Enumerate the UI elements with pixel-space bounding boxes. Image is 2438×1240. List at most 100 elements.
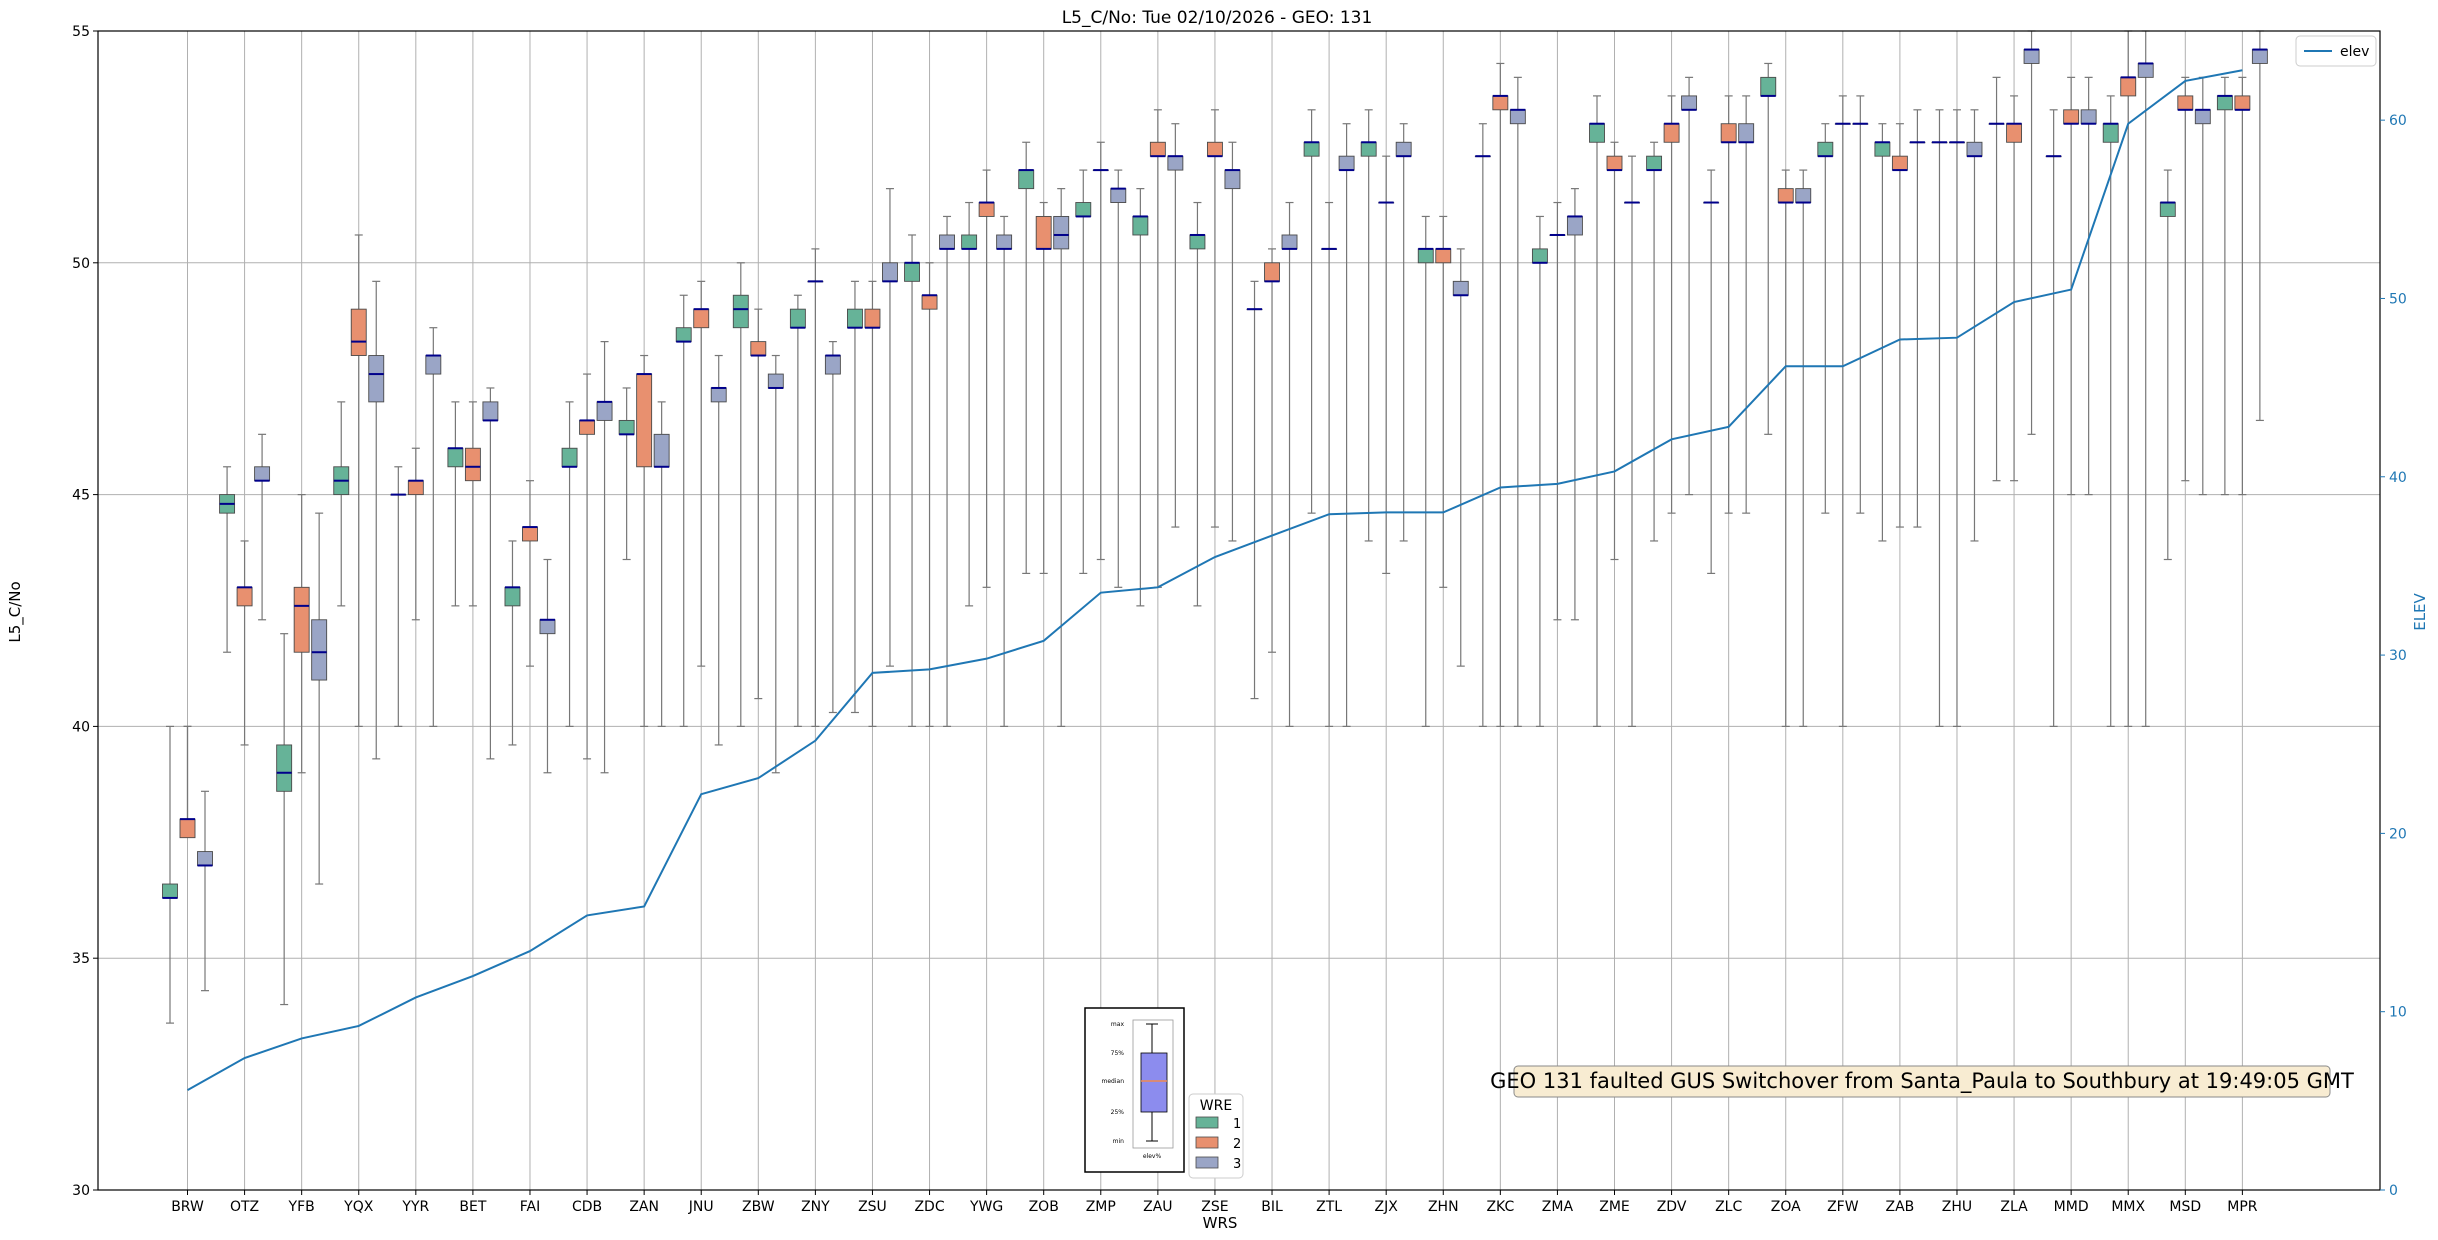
x-tick-label: ZNY (801, 1199, 830, 1215)
box-iqr (2194, 109, 2211, 125)
annotation: GEO 131 faulted GUS Switchover from Sant… (1490, 1065, 2354, 1098)
box-ZSU-wre2 (864, 280, 881, 728)
y2-tick-label: 30 (2389, 648, 2407, 664)
y2-tick-label: 60 (2389, 113, 2407, 129)
box-ZAU-wre1 (1132, 188, 1149, 607)
box-iqr (1149, 141, 1166, 157)
x-tick-label: ZJX (1375, 1199, 1399, 1215)
box-MMD-wre2 (2063, 76, 2080, 496)
elev-series (187, 69, 2243, 1092)
annotation-text: GEO 131 faulted GUS Switchover from Sant… (1490, 1069, 2354, 1094)
x-tick-label: ZOA (1771, 1199, 1801, 1215)
box-YYR-wre1 (390, 466, 407, 728)
box-ZKC-wre2 (1492, 62, 1509, 728)
wre-legend-swatch (1195, 1136, 1219, 1149)
box-ZMA-wre3 (1566, 188, 1583, 621)
box-iqr (1338, 155, 1355, 171)
box-BET-wre1 (447, 401, 464, 607)
box-ZDC-wre2 (921, 262, 938, 728)
box-iqr (2251, 49, 2268, 64)
box-MPR-wre3 (2251, 30, 2268, 422)
box-ZAN-wre1 (618, 387, 635, 561)
box-BIL-wre3 (1281, 201, 1298, 728)
x-tick-label: MMD (2054, 1199, 2089, 1215)
x-tick-label: YFB (288, 1199, 315, 1215)
y-tick-label: 40 (72, 719, 90, 735)
wre-legend: WRE 1 2 3 (1188, 1093, 1244, 1179)
box-YQX-wre1 (333, 401, 350, 607)
box-iqr (2080, 109, 2097, 125)
box-iqr (1817, 141, 1834, 157)
x-tick-label: YQX (343, 1199, 374, 1215)
box-ZNY-wre3 (824, 341, 841, 714)
box-iqr (882, 262, 898, 282)
box-ZHU-wre3 (1966, 109, 1983, 542)
box-MMD-wre1 (2045, 109, 2062, 728)
box-iqr (276, 744, 293, 792)
x-tick-label: ZBW (742, 1199, 775, 1215)
box-ZOB-wre1 (1018, 141, 1035, 575)
y2-tick-label: 40 (2389, 470, 2407, 486)
box-ZHU-wre2 (1949, 109, 1965, 728)
box-iqr (539, 619, 556, 635)
box-iqr (1760, 76, 1777, 97)
box-ZME-wre1 (1589, 95, 1605, 728)
box-CDB-wre3 (596, 341, 613, 774)
box-MSD-wre1 (2159, 169, 2176, 561)
box-ZNY-wre1 (789, 294, 806, 728)
x-tick-label: MPR (2227, 1199, 2258, 1215)
box-iqr (596, 401, 613, 421)
x-tick-label: FAI (520, 1199, 540, 1215)
x-tick-label: CDB (572, 1199, 602, 1215)
box-ZOA-wre1 (1760, 62, 1777, 435)
inset-label: max (1111, 1021, 1125, 1028)
box-ZME-wre3 (1624, 155, 1640, 728)
box-JNU-wre1 (675, 294, 692, 728)
y-axis-label: L5_C/No (6, 581, 25, 642)
box-iqr (236, 586, 253, 607)
box-FAI-wre1 (504, 540, 521, 746)
box-ZFW-wre1 (1817, 123, 1834, 514)
box-iqr (1281, 234, 1298, 250)
box-YWG-wre1 (961, 201, 978, 607)
box-iqr (1075, 202, 1092, 217)
box-CDB-wre1 (561, 401, 578, 728)
y2-tick-label: 10 (2389, 1005, 2407, 1021)
box-BET-wre3 (482, 387, 499, 760)
box-BIL-wre2 (1264, 248, 1280, 653)
wre-legend-swatch (1195, 1116, 1219, 1129)
x-tick-label: ZAU (1143, 1199, 1172, 1215)
box-BRW-wre1 (162, 725, 178, 1024)
box-iqr (1224, 169, 1241, 190)
box-iqr (1606, 155, 1623, 171)
box-ZLA-wre2 (2006, 95, 2023, 482)
box-JNU-wre3 (710, 354, 727, 746)
box-iqr (618, 419, 635, 435)
box-YFB-wre1 (276, 633, 293, 1006)
y-tick-label: 55 (72, 24, 90, 40)
box-iqr (1435, 248, 1452, 264)
box-ZMA-wre1 (1531, 215, 1548, 728)
box-iqr (1874, 141, 1891, 157)
x-tick-label: BET (459, 1199, 486, 1215)
y-tick-label: 50 (72, 256, 90, 272)
box-iqr (939, 234, 955, 250)
box-CDB-wre2 (579, 373, 596, 760)
elev-legend-label: elev (2340, 44, 2369, 60)
box-iqr (311, 619, 328, 681)
box-ZSE-wre1 (1189, 201, 1206, 607)
box-iqr (1566, 215, 1583, 236)
box-OTZ-wre3 (254, 433, 271, 621)
box-OTZ-wre1 (219, 466, 236, 653)
box-ZAN-wre2 (636, 354, 653, 728)
x-tick-label: OTZ (230, 1199, 259, 1215)
box-iqr (2177, 95, 2194, 111)
box-ZKC-wre3 (1509, 76, 1526, 728)
box-ZAB-wre1 (1874, 123, 1891, 542)
box-ZLC-wre3 (1738, 95, 1755, 514)
box-ZLC-wre1 (1703, 169, 1720, 575)
box-iqr (2234, 95, 2251, 111)
x-tick-label: ZLA (2000, 1199, 2028, 1215)
inset-label: min (1113, 1138, 1125, 1145)
box-ZNY-wre2 (807, 248, 824, 728)
